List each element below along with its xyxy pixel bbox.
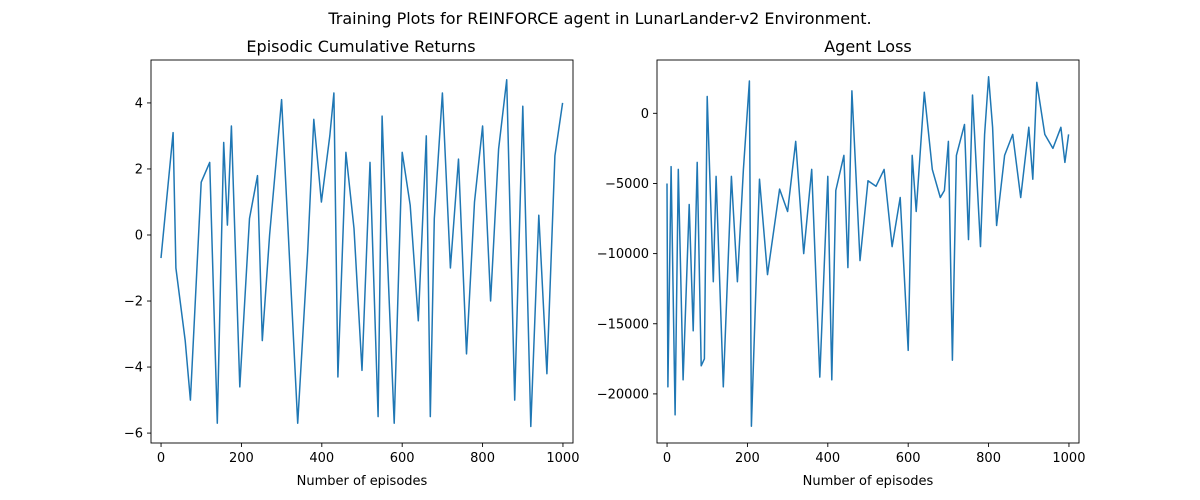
loss-y-tick-label: −15000: [597, 317, 649, 332]
returns-y-tick-label: −4: [124, 361, 143, 376]
returns-y-tick-label: 0: [135, 228, 143, 243]
loss-x-axis-label: Number of episodes: [803, 474, 934, 489]
returns-x-tick-label: 400: [309, 451, 334, 466]
returns-y-ticks: −6 −4 −2 0 2 4: [124, 96, 151, 442]
loss-series-line-0: [666, 76, 1070, 427]
returns-chart-title: Episodic Cumulative Returns: [246, 37, 475, 56]
loss-y-tick-label: −20000: [597, 387, 649, 402]
loss-chart: Agent Loss 0 200 400 600 800 1000 −20000 −1500…: [597, 37, 1086, 489]
returns-plot-area: [160, 79, 564, 428]
figure-suptitle: Training Plots for REINFORCE agent in Lu…: [327, 9, 871, 28]
loss-chart-title: Agent Loss: [824, 37, 912, 56]
loss-plot-area: [666, 76, 1070, 427]
returns-x-tick-label: 600: [390, 451, 415, 466]
loss-y-tick-label: −10000: [597, 247, 649, 262]
returns-axes-frame: [150, 59, 574, 444]
returns-y-tick-label: −2: [124, 295, 143, 310]
loss-y-tick-label: −5000: [605, 177, 649, 192]
loss-x-tick-label: 600: [896, 451, 921, 466]
loss-x-ticks: 0 200 400 600 800 1000: [663, 443, 1085, 466]
loss-y-ticks: −20000 −15000 −10000 −5000 0: [597, 107, 657, 402]
loss-x-tick-label: 200: [735, 451, 760, 466]
loss-x-tick-label: 1000: [1052, 451, 1085, 466]
returns-x-tick-label: 800: [470, 451, 495, 466]
returns-x-tick-label: 200: [229, 451, 254, 466]
returns-chart: Episodic Cumulative Returns 0 200 400 600 80…: [124, 37, 580, 489]
returns-x-tick-label: 1000: [546, 451, 579, 466]
returns-y-tick-label: −6: [124, 427, 143, 442]
returns-y-tick-label: 2: [135, 162, 143, 177]
returns-series-line-0: [160, 79, 564, 428]
loss-axes-frame: [656, 59, 1080, 444]
loss-x-tick-label: 0: [663, 451, 671, 466]
loss-x-tick-label: 400: [815, 451, 840, 466]
returns-x-axis-label: Number of episodes: [297, 474, 428, 489]
loss-y-tick-label: 0: [641, 107, 649, 122]
returns-x-tick-label: 0: [157, 451, 165, 466]
returns-x-ticks: 0 200 400 600 800 1000: [157, 443, 579, 466]
loss-x-tick-label: 800: [976, 451, 1001, 466]
returns-y-tick-label: 4: [135, 96, 143, 111]
